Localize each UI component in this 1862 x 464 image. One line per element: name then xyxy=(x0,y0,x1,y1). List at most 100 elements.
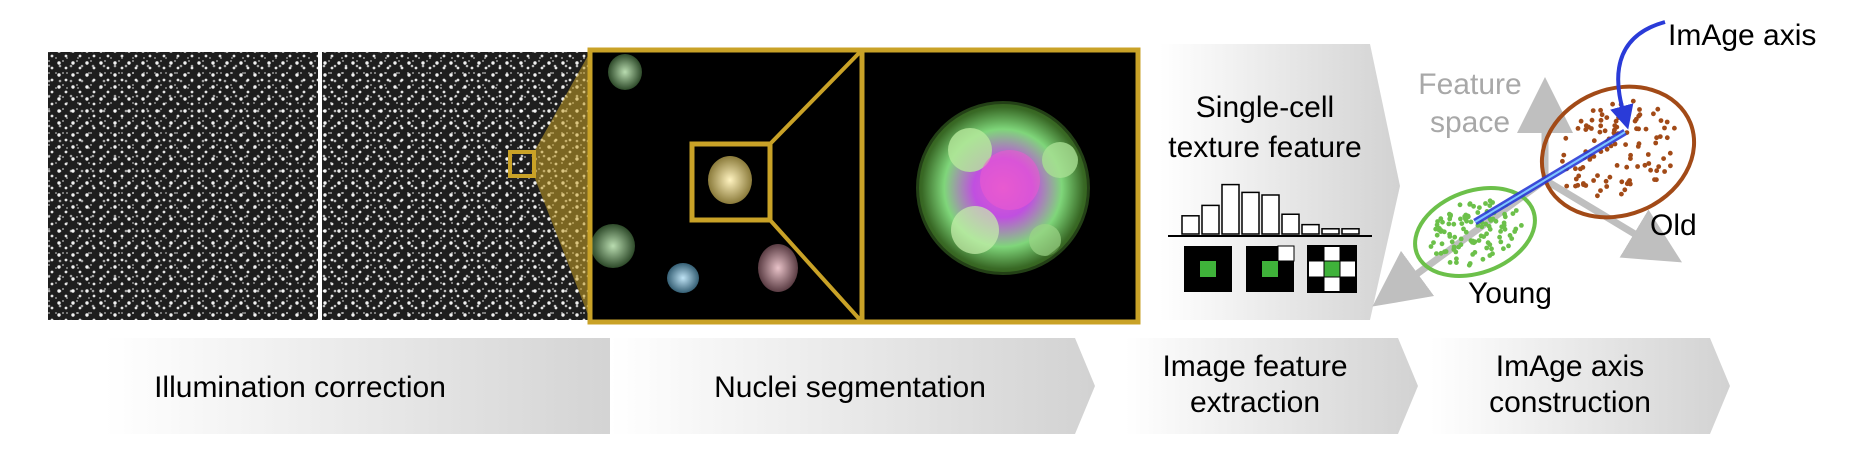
scatter-point xyxy=(1502,226,1508,232)
scatter-point xyxy=(1475,210,1481,215)
stage-chevron-2 xyxy=(610,338,1095,434)
feature-axis-horizontal xyxy=(1543,177,1682,263)
scatter-point xyxy=(1465,213,1471,219)
texture-histogram xyxy=(1181,183,1360,235)
imag-axis-label: ImAge axis xyxy=(1668,19,1817,52)
feature-panel-line1: Single-cell xyxy=(1195,91,1335,124)
scatter-point xyxy=(1604,115,1610,120)
scatter-point xyxy=(1637,107,1642,112)
feature-panel-line2: texture feature xyxy=(1168,131,1362,164)
scatter-point xyxy=(1461,226,1466,232)
histogram-bar xyxy=(1321,228,1340,235)
histogram-bar xyxy=(1181,215,1200,235)
scatter-point xyxy=(1433,226,1439,232)
scatter-point xyxy=(1484,245,1490,251)
histogram-bar xyxy=(1201,204,1220,235)
scatter-point xyxy=(1501,246,1506,252)
imag-axis-arrow xyxy=(1610,20,1666,130)
scatter-point xyxy=(1578,118,1584,124)
scatter-point xyxy=(1627,181,1633,187)
scatter-point xyxy=(1487,203,1493,209)
scatter-point xyxy=(1583,127,1589,132)
scatter-point xyxy=(1655,106,1661,112)
texture-patch-3 xyxy=(1307,245,1357,293)
scatter-point xyxy=(1477,205,1482,211)
histogram-bar xyxy=(1221,183,1240,235)
scatter-point xyxy=(1447,211,1452,217)
scatter-point xyxy=(1487,198,1493,204)
scatter-point xyxy=(1561,152,1567,158)
scatter-point xyxy=(1614,163,1620,168)
scatter-point xyxy=(1428,244,1434,249)
scatter-point xyxy=(1434,251,1439,256)
scatter-point xyxy=(1607,174,1613,180)
scatter-point xyxy=(1634,126,1639,132)
scatter-point xyxy=(1578,166,1583,172)
scatter-point xyxy=(1438,250,1444,256)
scatter-point xyxy=(1653,140,1659,146)
scatter-point xyxy=(1590,108,1596,113)
scatter-point xyxy=(1598,188,1603,194)
scatter-point xyxy=(1564,183,1570,189)
stage-chevron-4 xyxy=(1430,338,1730,434)
stage-label-feature-line2: extraction xyxy=(1189,386,1321,419)
scatter-point xyxy=(1501,223,1507,228)
scatter-point xyxy=(1573,183,1578,189)
scatter-point xyxy=(1560,158,1565,164)
scatter-point xyxy=(1623,142,1628,148)
scatter-point xyxy=(1456,244,1461,250)
scatter-point xyxy=(1646,161,1652,166)
scatter-point xyxy=(1664,135,1670,141)
scatter-point xyxy=(1581,182,1586,188)
scatter-point xyxy=(1643,126,1649,132)
scatter-point xyxy=(1604,184,1610,189)
histogram-bar xyxy=(1261,194,1280,235)
scatter-point xyxy=(1642,162,1648,168)
scatter-point xyxy=(1485,240,1491,246)
scatter-point xyxy=(1439,241,1445,247)
scatter-point xyxy=(1645,152,1651,157)
scatter-point xyxy=(1431,240,1436,246)
scatter-point xyxy=(1490,251,1495,257)
scatter-point xyxy=(1622,187,1628,193)
scatter-point xyxy=(1447,260,1453,265)
scatter-point xyxy=(1466,262,1472,268)
scatter-point xyxy=(1651,111,1656,117)
scatter-point xyxy=(1589,126,1594,131)
scatter-point xyxy=(1602,128,1608,134)
scatter-point xyxy=(1576,173,1582,179)
scatter-point xyxy=(1654,168,1660,174)
scatter-point xyxy=(1478,233,1484,239)
scatter-point xyxy=(1451,221,1457,227)
scatter-point xyxy=(1434,232,1440,238)
scatter-point xyxy=(1447,216,1453,222)
scatter-point xyxy=(1519,223,1524,228)
scatter-point xyxy=(1630,98,1636,104)
scatter-point xyxy=(1435,219,1440,224)
scatter-point xyxy=(1483,201,1488,206)
scatter-point xyxy=(1452,234,1458,240)
scatter-point xyxy=(1619,191,1624,197)
scatter-point xyxy=(1470,238,1476,244)
scatter-point xyxy=(1463,229,1469,235)
scatter-point xyxy=(1480,256,1486,262)
scatter-point xyxy=(1513,208,1519,213)
scatter-point xyxy=(1654,135,1659,141)
scatter-point xyxy=(1468,219,1474,225)
texture-patch-2 xyxy=(1246,245,1295,292)
scatter-point xyxy=(1589,117,1595,123)
scatter-point xyxy=(1443,249,1449,254)
histogram-bar xyxy=(1241,191,1260,235)
scatter-point xyxy=(1664,119,1670,125)
stage-label-imag-axis: ImAge axis construction xyxy=(1440,349,1700,421)
scatter-point xyxy=(1662,125,1667,131)
scatter-point xyxy=(1662,169,1667,174)
scatter-point xyxy=(1652,177,1657,183)
scatter-point xyxy=(1657,134,1663,140)
scatter-point xyxy=(1454,256,1459,262)
zoom-line-bottom xyxy=(768,218,864,324)
scatter-point xyxy=(1597,129,1603,135)
scatter-point xyxy=(1573,166,1578,172)
cell-zoom-panel xyxy=(859,47,1141,325)
